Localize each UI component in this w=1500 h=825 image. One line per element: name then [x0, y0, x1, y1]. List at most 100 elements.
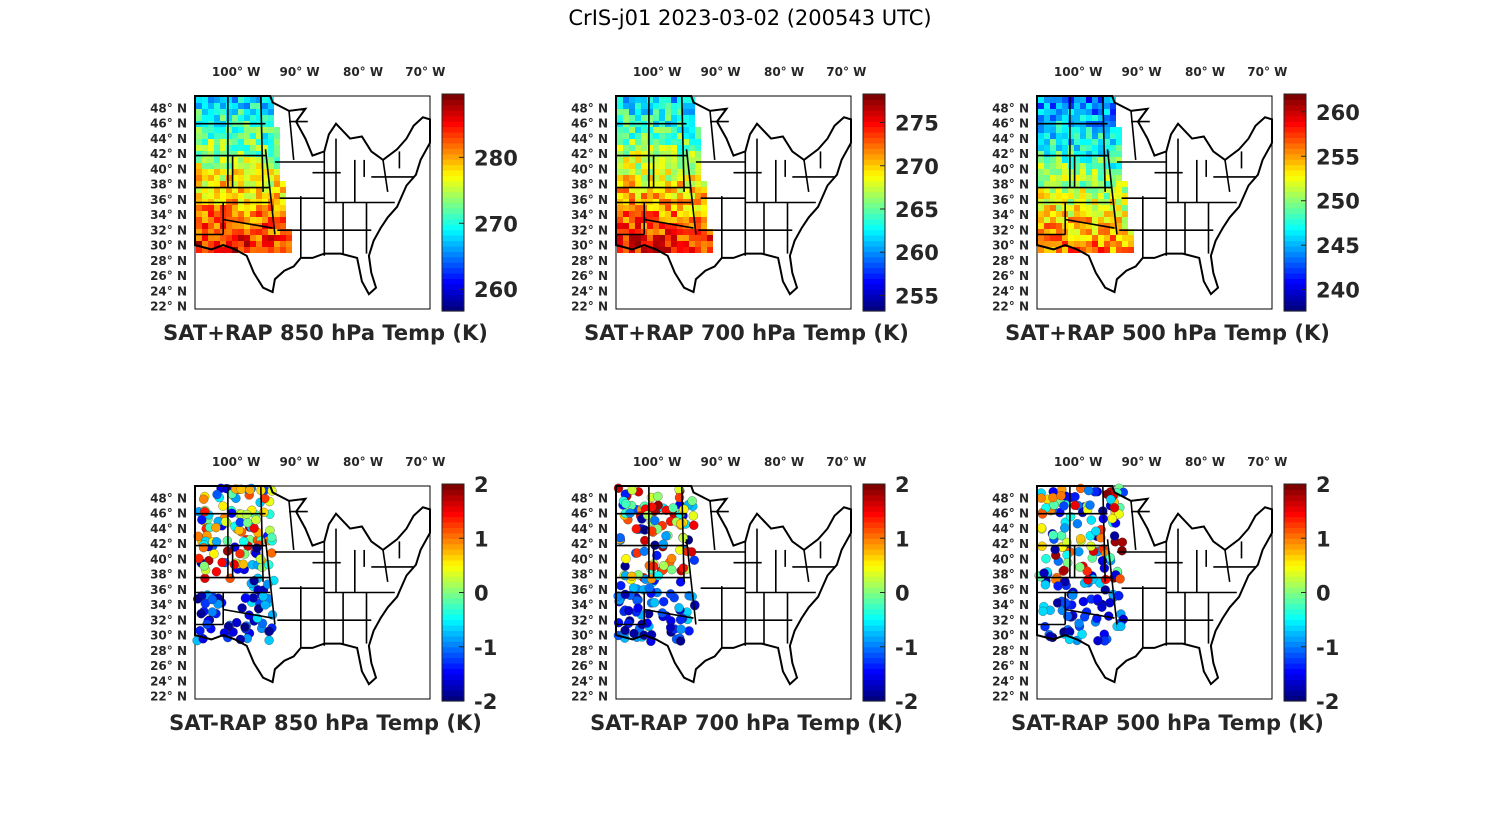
field-cell	[677, 217, 683, 223]
field-cell	[1122, 199, 1128, 205]
diff-point	[689, 520, 699, 530]
field-cell	[256, 97, 262, 103]
field-cell	[1092, 97, 1098, 103]
field-cell	[268, 145, 274, 151]
field-cell	[1056, 187, 1062, 193]
field-cell	[220, 145, 226, 151]
colorbar-step	[442, 267, 464, 274]
field-cell	[665, 217, 671, 223]
field-cell	[623, 97, 629, 103]
field-cell	[1044, 139, 1050, 145]
field-cell	[214, 175, 220, 181]
lon-label: 80° W	[1185, 455, 1225, 469]
state-border	[223, 218, 273, 229]
diff-point	[1113, 590, 1124, 601]
colorbar-step	[863, 532, 885, 539]
field-cell	[1074, 109, 1080, 115]
field-cell	[635, 235, 641, 241]
field-cell	[659, 217, 665, 223]
state-border	[1106, 539, 1118, 625]
field-cell	[238, 217, 244, 223]
field-cell	[1044, 229, 1050, 235]
lat-label: 38° N	[992, 178, 1029, 192]
field-cell	[1098, 169, 1104, 175]
field-cell	[1056, 193, 1062, 199]
field-cell	[268, 127, 274, 133]
field-cell	[1104, 247, 1110, 253]
colorbar-tick-label: -2	[474, 690, 497, 714]
data-field	[613, 483, 700, 646]
field-cell	[1122, 205, 1128, 211]
field-cell	[647, 103, 653, 109]
field-cell	[707, 241, 713, 247]
field-cell	[262, 145, 268, 151]
field-cell	[238, 97, 244, 103]
field-cell	[701, 217, 707, 223]
field-cell	[629, 187, 635, 193]
field-cell	[677, 187, 683, 193]
field-cell	[1038, 127, 1044, 133]
field-cell	[677, 139, 683, 145]
colorbar-step	[863, 484, 885, 490]
state-border	[288, 500, 295, 550]
field-cell	[635, 187, 641, 193]
field-cell	[1116, 247, 1122, 253]
field-cell	[256, 187, 262, 193]
field-cell	[214, 217, 220, 223]
diff-point	[1085, 500, 1095, 510]
field-cell	[256, 193, 262, 199]
field-cell	[256, 235, 262, 241]
field-cell	[635, 109, 641, 115]
field-cell	[226, 229, 232, 235]
field-cell	[250, 235, 256, 241]
colorbar-tick-label: 270	[895, 155, 939, 179]
field-cell	[244, 103, 250, 109]
field-cell	[1098, 127, 1104, 133]
field-cell	[1050, 205, 1056, 211]
colorbar-step	[863, 516, 885, 523]
field-cell	[214, 169, 220, 175]
diff-point	[639, 546, 649, 556]
colorbar-step	[863, 614, 885, 621]
field-cell	[683, 187, 689, 193]
field-cell	[244, 187, 250, 193]
field-cell	[244, 169, 250, 175]
field-cell	[689, 139, 695, 145]
field-cell	[665, 223, 671, 229]
lat-label: 38° N	[571, 178, 608, 192]
field-cell	[665, 163, 671, 169]
field-cell	[1050, 241, 1056, 247]
field-cell	[677, 109, 683, 115]
field-cell	[238, 169, 244, 175]
colorbar-step	[863, 549, 885, 556]
field-cell	[1080, 163, 1086, 169]
field-cell	[268, 229, 274, 235]
colorbar-tick-label: 240	[1316, 279, 1360, 303]
field-cell	[1068, 187, 1074, 193]
field-cell	[1128, 241, 1134, 247]
field-cell	[689, 181, 695, 187]
field-cell	[196, 139, 202, 145]
field-cell	[1098, 103, 1104, 109]
field-cell	[701, 223, 707, 229]
lat-label: 36° N	[150, 193, 187, 207]
colorbar-tick-label: 0	[474, 582, 489, 606]
colorbar-step	[442, 110, 464, 117]
colorbar-step	[863, 305, 885, 312]
field-cell	[1098, 97, 1104, 103]
field-cell	[1086, 163, 1092, 169]
field-cell	[1074, 187, 1080, 193]
field-cell	[647, 235, 653, 241]
field-cell	[1056, 103, 1062, 109]
field-cell	[1086, 181, 1092, 187]
field-cell	[653, 205, 659, 211]
field-cell	[635, 163, 641, 169]
field-cell	[635, 229, 641, 235]
field-cell	[665, 205, 671, 211]
diff-point	[627, 485, 637, 495]
field-cell	[232, 187, 238, 193]
lat-label: 44° N	[150, 522, 187, 536]
diff-point	[1092, 594, 1103, 604]
field-cell	[196, 163, 202, 169]
